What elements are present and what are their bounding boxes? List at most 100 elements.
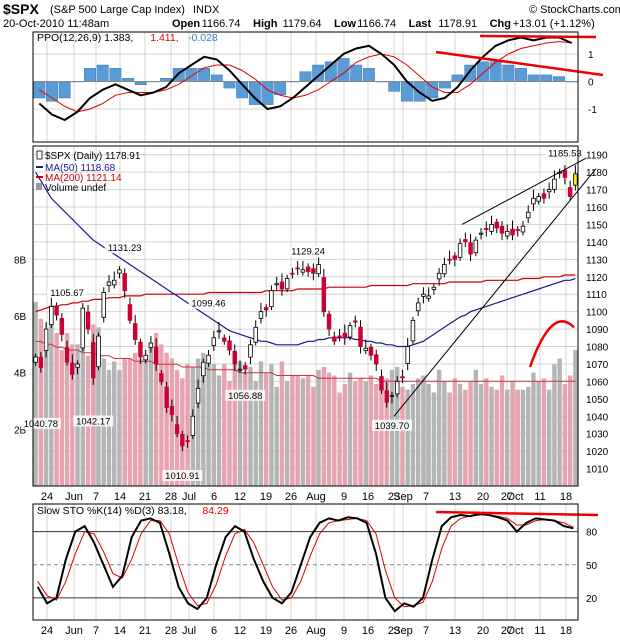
sto-x-tick-label: 18 (560, 625, 572, 637)
volume-bar (316, 369, 321, 486)
candle-body (510, 228, 515, 236)
candle-body (326, 313, 332, 330)
ppo-panel: 1 0 -1 PPO(12,26,9) 1.383, 1.411, -0.028 (32, 31, 604, 143)
volume-bar (536, 381, 541, 486)
volume-bar (342, 384, 348, 486)
volume-bar (400, 386, 405, 486)
ppo-y-tick-label: 0 (588, 78, 594, 89)
volume-tick-label: 6B (14, 312, 27, 323)
quote-value: 1166.74 (357, 18, 396, 30)
volume-bar (567, 375, 573, 486)
candle-body (525, 211, 531, 219)
candle-body (159, 373, 164, 382)
sto-x-tick-label: Jun (65, 625, 83, 637)
volume-bar (274, 386, 279, 486)
volume-bar (374, 384, 379, 486)
candle-body (122, 273, 127, 292)
price-panel: 1190118011701160115011401130112011101100… (14, 145, 609, 503)
candle-body (185, 440, 190, 442)
price-frame (32, 145, 579, 487)
sto-x-tick-label: 24 (41, 625, 53, 637)
quote-value: 1166.74 (202, 18, 241, 30)
ppo-histogram-bar (261, 81, 274, 105)
sto-trend-annotation (435, 510, 599, 517)
volume-bar (384, 378, 389, 486)
stochastic-panel: 80 50 20 Slow STO %K(14) %D(3) 83.18, 84.29 2… (32, 503, 599, 637)
candle-body (300, 269, 306, 273)
candle-body (85, 311, 91, 330)
ppo-histogram-bar (540, 74, 553, 82)
volume-bar (520, 389, 526, 486)
candle-body (436, 272, 442, 280)
quote-bar: Open 1166.74 High 1179.64 Low 1166.74 Last 1178… (172, 18, 595, 30)
ppo-histogram-bar (553, 76, 565, 82)
sto-x-tick-label: 26 (285, 625, 297, 637)
candle-body (174, 424, 180, 435)
volume-bar (127, 358, 133, 486)
ppo-histogram-bar (210, 74, 223, 82)
sto-frame (32, 503, 579, 621)
candle-body (400, 376, 405, 379)
sto-x-tick-label: Aug (306, 625, 326, 637)
price-annotation-label: 1185.53 (548, 149, 582, 160)
sto-x-tick-label: 12 (234, 625, 246, 637)
price-annotation-label: 1040.78 (24, 419, 58, 430)
candle-body (169, 406, 175, 415)
price-x-tick-label: 27 (501, 491, 513, 503)
volume-bar (185, 364, 190, 486)
candle-body (410, 319, 416, 342)
ppo-histogram-bar (185, 68, 198, 82)
candle-body (499, 225, 505, 234)
price-annotation-bg (288, 245, 329, 257)
candle-body (237, 368, 243, 371)
volume-bar (279, 361, 285, 486)
candle-body (505, 231, 510, 237)
price-y-tick-label: 1070 (586, 360, 609, 371)
sto-y-tick-label: 80 (586, 528, 598, 539)
price-x-tick-label: Aug (306, 491, 326, 503)
volume-bar (253, 381, 258, 486)
volume-bar (96, 327, 101, 486)
volume-tick-label: 2B (14, 425, 27, 436)
candle-body (562, 170, 568, 178)
sto-x-tick-label: 13 (449, 625, 461, 637)
candle-body (473, 239, 479, 254)
volume-bar (321, 367, 327, 486)
volume-bar (457, 384, 463, 486)
volume-bar (358, 378, 363, 486)
ppo-trend-annotation (479, 34, 597, 39)
price-annotation-label: 1131.23 (108, 243, 142, 254)
price-x-tick-label: 6 (211, 491, 217, 503)
volume-bar (473, 369, 479, 486)
sto-x-tick-label: 14 (114, 625, 126, 637)
candle-body (117, 269, 122, 274)
volume-bar (526, 386, 531, 486)
volume-bar (64, 333, 70, 486)
volume-bar (148, 347, 154, 486)
candle-body (358, 326, 363, 347)
ppo-histogram-bar (515, 68, 527, 82)
candle-body (132, 323, 138, 340)
candle-body (253, 326, 258, 343)
candle-body (546, 189, 552, 193)
ppo-legend-text: -0.028 (188, 32, 218, 44)
candle-body (311, 268, 316, 274)
quote-label: Last (409, 18, 432, 30)
ppo-frame (32, 31, 579, 143)
price-y-tick-label: 1150 (586, 220, 608, 231)
price-y-tick-label: 1160 (586, 203, 608, 214)
ppo-histogram-bar (477, 61, 489, 82)
candle-body (515, 229, 520, 232)
volume-bar (426, 384, 431, 486)
chart-exchange: INDX (193, 4, 220, 16)
candle-body (148, 342, 154, 348)
price-y-tick-label: 1140 (586, 238, 608, 249)
price-x-tick-label: Jun (65, 491, 83, 503)
candle-body (111, 279, 117, 286)
volume-bar (546, 389, 552, 486)
candle-body (484, 228, 489, 231)
candle-body (284, 278, 290, 290)
price-annotation-bg (544, 147, 585, 159)
candle-body (290, 272, 295, 275)
legend-volume-swatch (36, 183, 42, 190)
